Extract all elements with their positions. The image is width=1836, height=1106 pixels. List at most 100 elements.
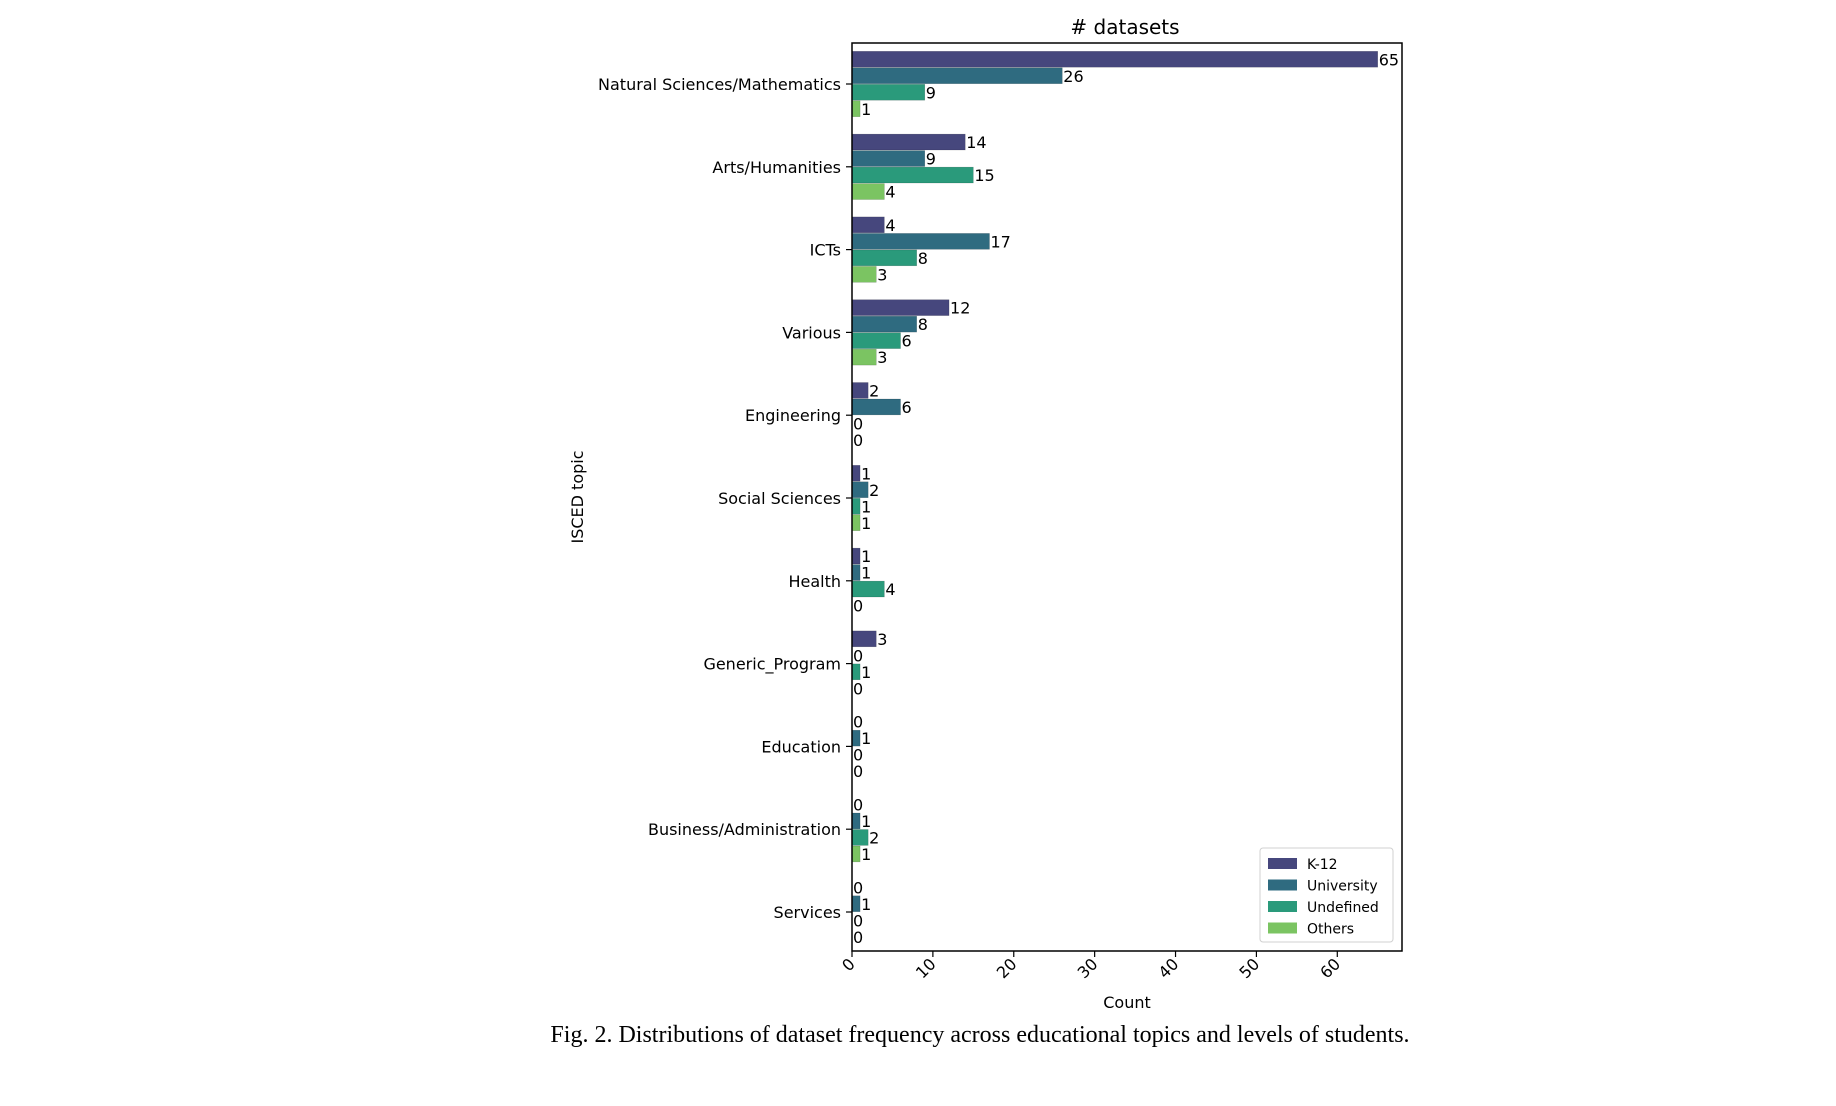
legend-label: Others — [1307, 922, 1354, 938]
bar-value-label: 1 — [861, 564, 871, 583]
x-axis: 0 10 20 30 40 50 60 — [838, 951, 1344, 982]
bar-value-label: 0 — [853, 795, 863, 814]
bar-value-label: 0 — [853, 878, 863, 897]
bar — [851, 547, 861, 565]
bar-value-label: 0 — [853, 746, 863, 765]
y-tick-label: Various — [782, 323, 841, 342]
bar-value-label: 3 — [877, 630, 887, 649]
bar-value-label: 12 — [950, 299, 970, 318]
bar — [851, 233, 990, 250]
x-tick-label: 30 — [1074, 954, 1102, 982]
bar-value-label: 1 — [861, 100, 871, 119]
bar-value-label: 0 — [853, 679, 863, 698]
bar-value-label: 14 — [966, 133, 986, 152]
bar-value-label: 1 — [861, 845, 871, 864]
bar-value-label: 65 — [1379, 50, 1399, 69]
bar — [851, 249, 917, 267]
bar-value-label: 1 — [861, 464, 871, 483]
x-tick-label: 10 — [912, 954, 940, 982]
bar-value-label: 2 — [869, 481, 879, 500]
bar — [851, 166, 974, 184]
legend-swatch — [1268, 879, 1297, 891]
bar — [851, 183, 885, 200]
legend-swatch — [1268, 858, 1297, 869]
x-axis-label: Count — [1103, 993, 1151, 1010]
bar — [851, 84, 926, 101]
bar — [851, 266, 877, 283]
bar-value-label: 4 — [885, 183, 895, 202]
x-tick-label: 20 — [993, 954, 1021, 982]
bar-value-label: 1 — [861, 812, 871, 831]
bar — [851, 51, 1378, 68]
bar — [851, 514, 861, 531]
y-tick-label: Health — [788, 572, 841, 591]
bar-value-label: 9 — [926, 150, 936, 169]
bar — [851, 67, 1063, 84]
y-tick-label: Business/Administration — [648, 820, 841, 839]
y-tick-label: Services — [774, 903, 841, 922]
bar-value-label: 9 — [926, 83, 936, 102]
y-tick-label: Education — [761, 737, 841, 756]
bar-value-label: 8 — [918, 249, 928, 268]
value-labels-group: 6526911491544178312863260012111140301001… — [853, 50, 1399, 947]
bar — [851, 498, 861, 515]
legend-box — [1259, 847, 1394, 943]
bar-value-label: 4 — [885, 580, 895, 599]
bar-value-label: 4 — [885, 216, 895, 235]
bar — [851, 895, 861, 912]
x-tick-label: 50 — [1235, 954, 1263, 982]
bar — [851, 481, 869, 498]
bar-value-label: 17 — [991, 232, 1011, 251]
bar — [851, 299, 950, 316]
bar — [851, 382, 869, 399]
bar-value-label: 0 — [853, 762, 863, 781]
bar-value-label: 0 — [853, 928, 863, 947]
bar — [851, 663, 861, 681]
bar-value-label: 0 — [853, 911, 863, 930]
y-tick-label: Engineering — [745, 406, 841, 425]
bar-value-label: 1 — [861, 514, 871, 533]
bar-value-label: 0 — [853, 597, 863, 616]
bar-value-label: 15 — [974, 166, 994, 185]
bar — [851, 845, 861, 863]
bar-value-label: 6 — [902, 398, 912, 417]
bar-value-label: 3 — [877, 265, 887, 284]
legend-label: Undefined — [1307, 900, 1379, 916]
bar — [851, 829, 869, 846]
x-tick-label: 0 — [838, 954, 859, 975]
bar — [851, 315, 917, 333]
bar-chart: # datasets 65269114915441783128632600121… — [568, 15, 1403, 1010]
bar — [851, 216, 885, 234]
bar — [851, 150, 926, 167]
legend-label: K-12 — [1307, 857, 1338, 873]
bar-value-label: 1 — [861, 663, 871, 682]
bar — [851, 580, 885, 598]
bar — [851, 348, 877, 366]
bar — [851, 133, 966, 151]
plot-frame — [851, 42, 1403, 952]
bar — [851, 630, 877, 648]
legend: K-12 University Undefined Others — [1259, 847, 1394, 943]
bar-value-label: 1 — [861, 895, 871, 914]
y-tick-label: Generic_Program — [703, 655, 841, 675]
legend-swatch — [1268, 901, 1297, 912]
x-tick-label: 60 — [1316, 954, 1344, 982]
bar — [851, 332, 901, 349]
y-axis-label: ISCED topic — [568, 450, 587, 543]
bar-value-label: 1 — [861, 547, 871, 566]
bars-group — [851, 51, 1378, 912]
y-tick-label: Arts/Humanities — [712, 158, 841, 177]
bar-value-label: 26 — [1063, 67, 1083, 86]
bar-value-label: 0 — [853, 646, 863, 665]
bar-value-label: 1 — [861, 497, 871, 516]
bar — [851, 729, 861, 747]
legend-swatch — [1268, 922, 1297, 934]
bar-value-label: 8 — [918, 315, 928, 334]
bar-value-label: 6 — [902, 332, 912, 351]
legend-label: University — [1307, 879, 1378, 895]
bar — [851, 564, 861, 581]
chart-title: # datasets — [1070, 15, 1179, 39]
y-tick-label: Natural Sciences/Mathematics — [598, 75, 841, 94]
y-tick-label: Social Sciences — [718, 489, 841, 508]
bar-value-label: 2 — [869, 828, 879, 847]
